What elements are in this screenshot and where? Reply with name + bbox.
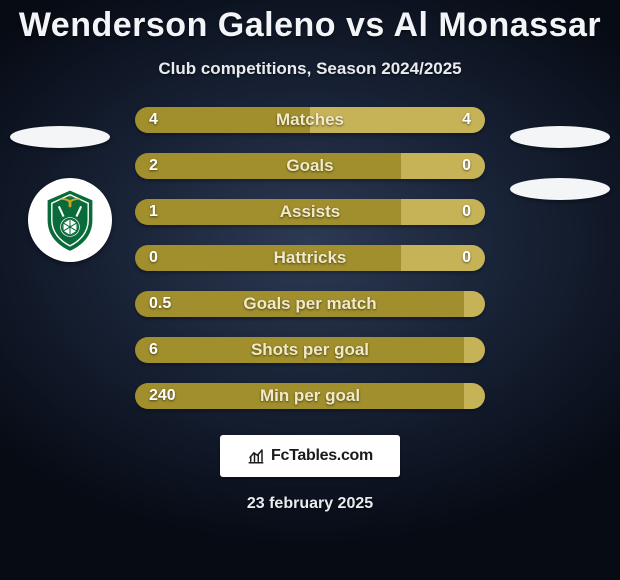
stat-bar-right [310,107,485,133]
shield-icon [35,185,105,255]
club-left-badge [28,178,112,262]
club-right-placeholder [510,178,610,200]
stat-bar-left [135,245,401,271]
stat-bar-left [135,337,464,363]
stat-bar-left [135,107,310,133]
stat-bar-left [135,153,401,179]
stat-bar-right [464,291,485,317]
page-title: Wenderson Galeno vs Al Monassar [0,0,620,45]
stat-bar-right [401,199,485,225]
stat-row: Shots per goal6 [135,337,485,363]
stat-bar-right [401,153,485,179]
player-right-placeholder [510,126,610,148]
stat-row: Hattricks00 [135,245,485,271]
brand-text: FcTables.com [271,447,373,465]
player-left-placeholder [10,126,110,148]
stat-row: Assists10 [135,199,485,225]
stat-bar-left [135,199,401,225]
stat-row: Matches44 [135,107,485,133]
stat-bar-right [464,337,485,363]
date-text: 23 february 2025 [0,495,620,513]
stat-bar-left [135,291,464,317]
stat-row: Goals per match0.5 [135,291,485,317]
stat-bar-right [401,245,485,271]
stat-row: Min per goal240 [135,383,485,409]
stat-bar-left [135,383,464,409]
chart-icon [247,447,265,465]
stat-bar-right [464,383,485,409]
comparison-bars: Matches44 Goals20 Assists10 Hattricks00 Goal… [135,107,485,409]
brand-box[interactable]: FcTables.com [220,435,400,477]
subtitle: Club competitions, Season 2024/2025 [0,59,620,79]
stat-row: Goals20 [135,153,485,179]
